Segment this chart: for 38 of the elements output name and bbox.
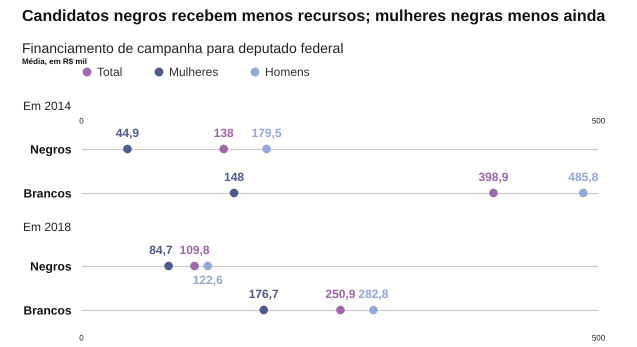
point (262, 144, 271, 154)
x2-tick-label: 0 (79, 116, 84, 126)
data-label: 250,9 (325, 287, 356, 301)
point (369, 306, 378, 314)
point (230, 188, 238, 198)
legend-label: Mulheres (169, 65, 218, 79)
point (190, 262, 199, 270)
point (219, 144, 228, 154)
x2-tick-label: 500 (592, 116, 606, 126)
data-label: 84,7 (149, 243, 173, 257)
data-label: 148 (224, 170, 244, 184)
data-label: 138 (214, 126, 234, 140)
legend-label: Homens (265, 65, 310, 79)
point (123, 144, 132, 154)
point (489, 188, 498, 198)
data-label: 282,8 (358, 287, 389, 301)
data-label: 122,6 (192, 273, 224, 287)
y-tick-label: Brancos (23, 186, 72, 200)
point (336, 306, 345, 314)
y-tick-label: Negros (30, 260, 72, 274)
data-label: 398,9 (478, 170, 509, 184)
point (259, 306, 268, 314)
y-tick-label: Negros (30, 142, 72, 156)
chart-subtitle: Financiamento de campanha para deputado federal (22, 40, 344, 56)
point (578, 188, 588, 198)
data-label: 485,8 (568, 170, 599, 184)
data-label: 179,5 (252, 126, 282, 140)
text: Média, em R$ mil (22, 57, 88, 66)
data-label: 44,9 (116, 126, 140, 140)
text: Em 2014 (22, 99, 72, 113)
data-label: 109,8 (180, 243, 210, 257)
point (164, 262, 173, 270)
chart-title: Em 2018 (22, 220, 72, 234)
y-tick-label: Brancos (23, 304, 72, 318)
point (203, 262, 212, 270)
legend-label: Total (97, 65, 122, 79)
chart-title: Candidatos negros recebem menos recursos; mulheres negras menos ainda (22, 8, 606, 26)
data-label: 176,7 (248, 287, 280, 301)
